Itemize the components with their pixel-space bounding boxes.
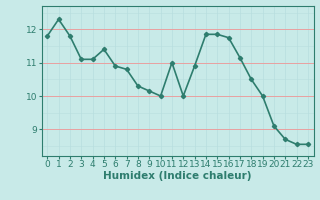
X-axis label: Humidex (Indice chaleur): Humidex (Indice chaleur): [103, 171, 252, 181]
